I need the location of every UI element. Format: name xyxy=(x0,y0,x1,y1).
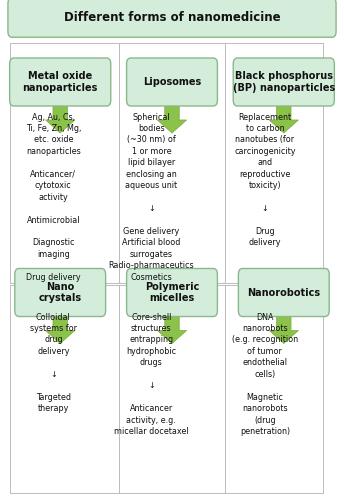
Text: Metal oxide
nanoparticles: Metal oxide nanoparticles xyxy=(22,71,98,93)
Text: Replacement
to carbon
nanotubes (for
carcinogenicity
and
reproductive
toxicity)
: Replacement to carbon nanotubes (for car… xyxy=(234,112,295,248)
Text: Nano
crystals: Nano crystals xyxy=(39,282,82,304)
Text: Nanorobotics: Nanorobotics xyxy=(247,288,320,298)
Polygon shape xyxy=(157,102,186,133)
Polygon shape xyxy=(269,312,298,344)
Polygon shape xyxy=(45,312,75,344)
Text: Black phosphorus
(BP) nanoparticles: Black phosphorus (BP) nanoparticles xyxy=(233,71,335,93)
Text: Spherical
bodies
(~30 nm) of
1 or more
lipid bilayer
enclosing an
aqueous unit

: Spherical bodies (~30 nm) of 1 or more l… xyxy=(109,112,194,282)
FancyBboxPatch shape xyxy=(233,58,334,106)
FancyBboxPatch shape xyxy=(8,0,336,38)
Text: DNA
nanorobots
(e.g. recognition
of tumor
endothelial
cells)

Magnetic
nanorobot: DNA nanorobots (e.g. recognition of tumo… xyxy=(232,312,298,436)
FancyBboxPatch shape xyxy=(127,58,217,106)
Polygon shape xyxy=(269,102,298,133)
Text: Different forms of nanomedicine: Different forms of nanomedicine xyxy=(64,11,280,24)
Text: Liposomes: Liposomes xyxy=(143,77,201,87)
FancyBboxPatch shape xyxy=(127,268,217,316)
Polygon shape xyxy=(157,312,186,344)
FancyBboxPatch shape xyxy=(10,58,111,106)
FancyBboxPatch shape xyxy=(15,268,106,316)
FancyBboxPatch shape xyxy=(238,268,329,316)
Text: Core-shell
structures
entrapping
hydrophobic
drugs

↓

Anticancer
activity, e.g.: Core-shell structures entrapping hydroph… xyxy=(114,312,189,436)
Polygon shape xyxy=(45,102,75,133)
Text: Polymeric
micelles: Polymeric micelles xyxy=(145,282,199,304)
Text: Ag, Au, Cs,
Ti, Fe, Zn, Mg,
etc. oxide
nanoparticles

Anticancer/
cytotoxic
acti: Ag, Au, Cs, Ti, Fe, Zn, Mg, etc. oxide n… xyxy=(26,112,81,282)
Text: Colloidal
systems for
drug
delivery

↓

Targeted
therapy: Colloidal systems for drug delivery ↓ Ta… xyxy=(30,312,77,413)
